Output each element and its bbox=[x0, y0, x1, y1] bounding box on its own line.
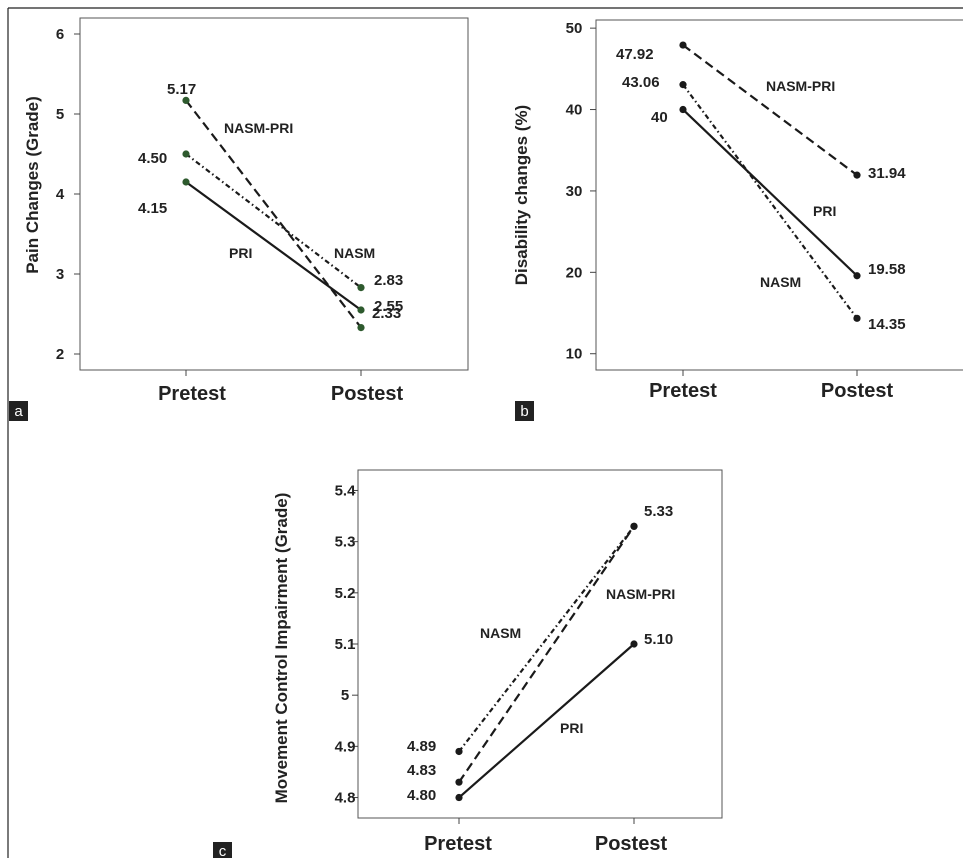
data-label: 2.33 bbox=[372, 305, 401, 322]
data-point bbox=[357, 284, 365, 292]
data-point bbox=[357, 324, 365, 332]
y-tick-label: 5.4 bbox=[335, 482, 357, 499]
y-tick-label: 5 bbox=[341, 687, 349, 704]
series-line-nasm-pri bbox=[682, 44, 858, 177]
data-point bbox=[853, 272, 861, 280]
data-point bbox=[357, 306, 365, 314]
data-label: 2.83 bbox=[374, 272, 403, 289]
y-tick-label: 5 bbox=[56, 106, 64, 123]
data-label: 31.94 bbox=[868, 165, 906, 182]
y-axis-label: Movement Control Impairment (Grade) bbox=[272, 493, 291, 804]
data-label: 14.35 bbox=[868, 316, 906, 333]
y-tick-label: 30 bbox=[566, 183, 583, 200]
y-tick-label: 6 bbox=[56, 26, 64, 43]
series-name-label: NASM bbox=[480, 625, 521, 641]
y-tick-label: 5.2 bbox=[335, 585, 356, 602]
data-label: 40 bbox=[651, 109, 668, 126]
data-point bbox=[679, 105, 687, 114]
series-line-nasm bbox=[458, 525, 635, 753]
series-line-nasm bbox=[682, 83, 858, 319]
data-label: 4.15 bbox=[138, 200, 167, 217]
panel-a: 2 3 4 5 6 Pain Changes (Grade) Pretest Postest 5… bbox=[23, 26, 403, 405]
series-name-label: NASM-PRI bbox=[224, 120, 293, 136]
series-line-pri bbox=[185, 181, 362, 311]
x-tick-label: Postest bbox=[821, 380, 894, 402]
panel-c: 4.8 4.9 5 5.1 5.2 5.3 5.4 Movement Control Impa… bbox=[272, 482, 675, 855]
panel-b-plot-frame bbox=[595, 19, 963, 371]
series-name-label: PRI bbox=[560, 720, 583, 736]
y-tick-label: 5.3 bbox=[335, 534, 356, 551]
data-point bbox=[679, 81, 687, 89]
y-tick-label: 10 bbox=[566, 346, 583, 363]
panel-a-badge bbox=[9, 401, 28, 421]
panel-c-badge-label: c bbox=[219, 843, 227, 858]
series-line-nasm-pri bbox=[458, 525, 635, 783]
x-tick-label: Pretest bbox=[424, 833, 492, 855]
data-label: 5.17 bbox=[167, 81, 196, 98]
data-label: 43.06 bbox=[622, 74, 660, 91]
series-name-label: NASM bbox=[334, 245, 375, 261]
x-tick-label: Postest bbox=[331, 383, 404, 405]
series-name-label: PRI bbox=[813, 203, 836, 219]
series-name-label: NASM-PRI bbox=[766, 78, 835, 94]
data-label: 19.58 bbox=[868, 261, 906, 278]
y-tick-label: 4.9 bbox=[335, 738, 356, 755]
y-axis-label: Pain Changes (Grade) bbox=[23, 96, 42, 274]
series-name-label: NASM-PRI bbox=[606, 586, 675, 602]
data-point bbox=[679, 41, 687, 49]
data-point bbox=[630, 640, 638, 648]
series-line-pri bbox=[458, 643, 635, 799]
series-name-label: PRI bbox=[229, 245, 252, 261]
y-tick-label: 3 bbox=[56, 266, 64, 283]
y-tick-label: 2 bbox=[56, 346, 64, 363]
data-label: 4.83 bbox=[407, 762, 436, 779]
data-point bbox=[182, 96, 190, 104]
data-label: 5.10 bbox=[644, 631, 673, 648]
panel-b-badge-label: b bbox=[520, 403, 528, 420]
data-label: 4.50 bbox=[138, 150, 167, 167]
data-label: 5.33 bbox=[644, 503, 673, 520]
x-tick-label: Pretest bbox=[158, 383, 226, 405]
series-name-label: NASM bbox=[760, 274, 801, 290]
panel-a-plot-frame bbox=[79, 17, 469, 371]
panel-a-badge-label: a bbox=[14, 403, 23, 420]
data-label: 47.92 bbox=[616, 46, 654, 63]
panel-c-badge bbox=[213, 842, 232, 858]
y-tick-label: 4 bbox=[56, 186, 65, 203]
y-tick-label: 40 bbox=[566, 102, 583, 119]
y-tick-label: 20 bbox=[566, 264, 583, 281]
y-axis-label: Disability changes (%) bbox=[512, 105, 531, 285]
data-point bbox=[853, 314, 861, 322]
data-label: 4.80 bbox=[407, 787, 436, 804]
data-label: 4.89 bbox=[407, 738, 436, 755]
data-point bbox=[853, 171, 861, 179]
x-tick-label: Pretest bbox=[649, 380, 717, 402]
y-tick-label: 5.1 bbox=[335, 636, 356, 653]
data-point bbox=[455, 793, 463, 802]
panel-b: 10 20 30 40 50 Disability changes (%) Pretest P… bbox=[512, 20, 906, 402]
series-line-pri bbox=[682, 108, 858, 277]
data-point bbox=[455, 778, 463, 786]
data-point bbox=[182, 178, 190, 186]
series-line-nasm bbox=[185, 153, 362, 289]
panel-b-badge bbox=[515, 401, 534, 421]
y-tick-label: 4.8 bbox=[335, 790, 356, 807]
data-point bbox=[630, 522, 638, 530]
y-tick-label: 50 bbox=[566, 20, 583, 37]
data-label: 2.55 bbox=[374, 298, 403, 315]
x-tick-label: Postest bbox=[595, 833, 668, 855]
data-point bbox=[182, 150, 190, 158]
data-point bbox=[455, 747, 463, 756]
